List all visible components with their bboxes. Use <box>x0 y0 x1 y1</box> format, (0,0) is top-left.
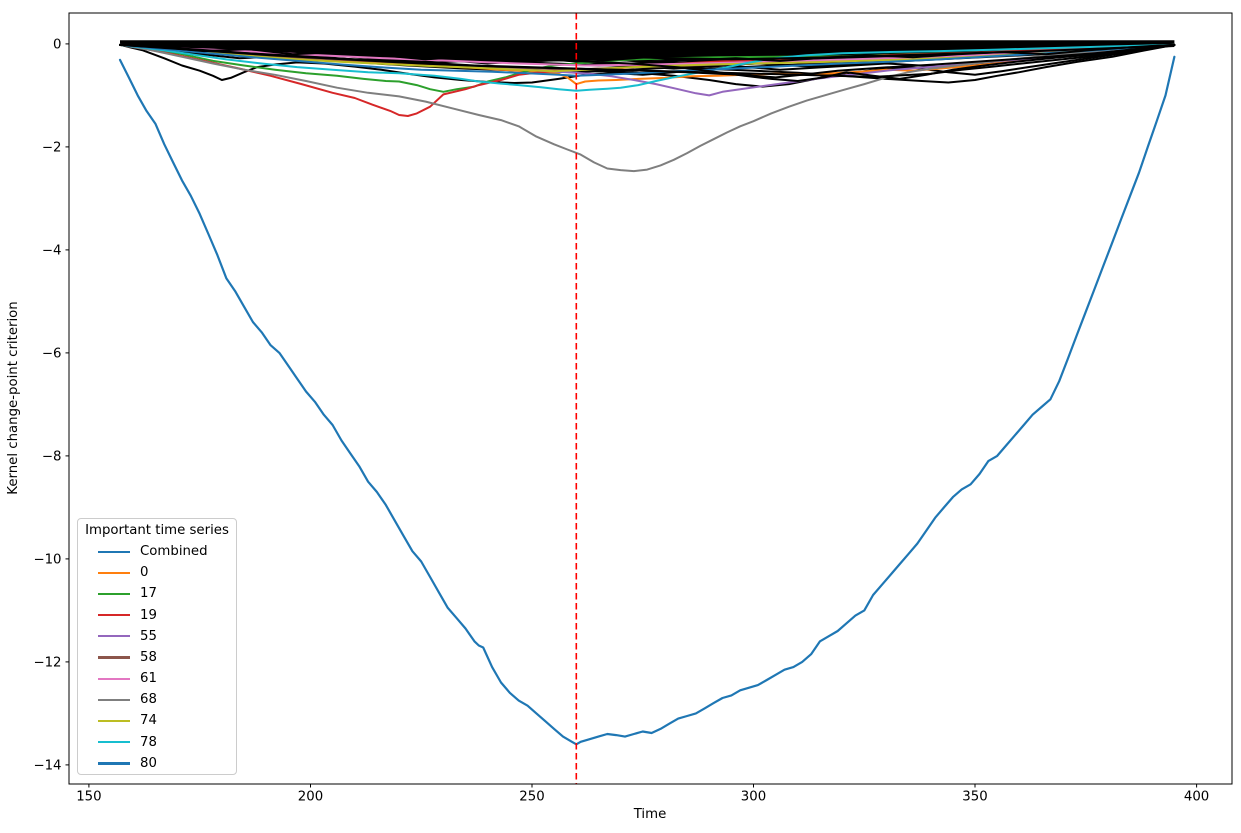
legend-entry: 61 <box>84 668 230 689</box>
legend-title: Important time series <box>85 523 229 538</box>
legend-entry: 0 <box>84 562 230 583</box>
y-axis-label: Kernel change-point criterion <box>6 301 21 494</box>
legend-swatch <box>98 571 130 574</box>
x-tick-label: 350 <box>962 790 987 805</box>
series-line-68 <box>119 43 1176 173</box>
series-line-combined <box>118 55 1176 746</box>
legend-swatch <box>98 614 130 617</box>
series-line-80 <box>119 43 1176 77</box>
legend-entry-label: 78 <box>140 734 157 750</box>
x-tick-label: 150 <box>76 790 101 805</box>
legend-entry-label: 55 <box>140 628 157 644</box>
plot-border <box>68 12 1233 785</box>
legend-entry-label: 19 <box>140 607 157 623</box>
legend-entry-label: Combined <box>140 543 208 559</box>
noise-line <box>119 43 1176 78</box>
y-tick-label: 0 <box>53 38 61 53</box>
legend-entries: Combined 0 17 19 55 58 61 68 74 78 80 <box>84 541 230 774</box>
legend-entry-label: 74 <box>140 713 157 729</box>
plot-area: 150 200 250 300 350 400 0 −2 −4 −6 −8 −10 −12 −14 <box>33 12 1233 805</box>
legend: Important time series Combined 0 17 19 55 58 6… <box>77 518 237 775</box>
legend-swatch <box>98 720 130 723</box>
y-tick-label: −4 <box>42 244 62 259</box>
legend-entry: Combined <box>84 541 230 562</box>
legend-entry: 74 <box>84 711 230 732</box>
legend-swatch <box>98 677 130 680</box>
x-tick-label: 200 <box>298 790 323 805</box>
legend-swatch <box>98 762 130 765</box>
legend-entry-label: 17 <box>140 586 157 602</box>
x-tick-label: 400 <box>1184 790 1209 805</box>
x-tick-label: 250 <box>519 790 544 805</box>
noise-line <box>119 43 1176 82</box>
legend-swatch <box>98 592 130 596</box>
legend-entry-label: 0 <box>140 565 149 581</box>
legend-entry-label: 80 <box>140 755 157 771</box>
legend-entry: 19 <box>84 605 230 626</box>
legend-swatch <box>98 741 130 744</box>
y-tick-label: −14 <box>33 759 61 774</box>
y-tick-label: −12 <box>33 656 61 671</box>
legend-entry-label: 61 <box>140 671 157 687</box>
y-tick-label: −6 <box>42 347 62 362</box>
legend-swatch <box>98 698 130 701</box>
legend-entry: 68 <box>84 689 230 710</box>
legend-entry: 58 <box>84 647 230 668</box>
x-axis-label: Time <box>633 807 667 822</box>
legend-entry: 17 <box>84 583 230 604</box>
legend-entry: 78 <box>84 732 230 753</box>
legend-entry-label: 58 <box>140 649 157 665</box>
legend-entry: 80 <box>84 753 230 774</box>
x-tick-label: 300 <box>741 790 766 805</box>
legend-swatch <box>98 656 130 659</box>
y-tick-label: −2 <box>42 141 62 156</box>
legend-entry: 55 <box>84 626 230 647</box>
series-line-78 <box>119 43 1176 92</box>
legend-swatch <box>98 550 130 553</box>
y-tick-label: −8 <box>42 450 62 465</box>
legend-swatch <box>98 635 130 638</box>
y-tick-label: −10 <box>33 553 61 568</box>
noise-line <box>119 43 1176 61</box>
legend-entry-label: 68 <box>140 692 157 708</box>
